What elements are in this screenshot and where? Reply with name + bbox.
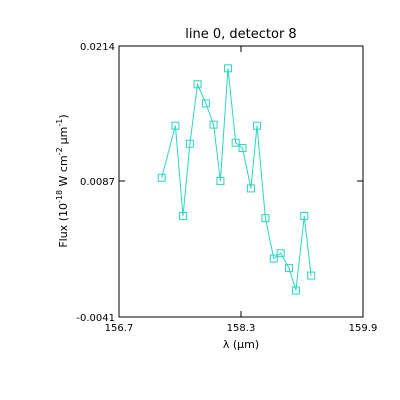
series-line — [161, 68, 312, 291]
data-point-marker — [291, 286, 300, 295]
data-point-marker — [179, 212, 188, 221]
chart-title: line 0, detector 8 — [185, 27, 296, 42]
data-point-marker — [261, 214, 270, 223]
data-point-marker — [307, 271, 316, 280]
x-axis-label: λ (μm) — [223, 338, 259, 351]
x-tick-label: 156.7 — [105, 323, 134, 334]
y-tick-label: 0.0214 — [80, 42, 115, 53]
y-tick-label: -0.0041 — [76, 313, 115, 324]
data-point-marker — [209, 120, 218, 129]
data-series — [157, 64, 316, 295]
y-axis-label-prefix: Flux (10 — [57, 203, 70, 248]
data-point-marker — [269, 254, 278, 263]
y-axis-label: Flux (10-18 W cm-2 μm-1) — [55, 114, 70, 247]
data-point-marker — [201, 99, 210, 108]
data-point-marker — [300, 212, 309, 221]
data-point-marker — [171, 121, 180, 130]
x-tick-label: 158.3 — [227, 323, 256, 334]
plot-frame — [118, 45, 364, 318]
y-axis-label-exp2: -2 — [55, 147, 64, 155]
data-point-marker — [193, 80, 202, 89]
data-point-marker — [285, 264, 294, 273]
y-axis-label-suffix: ) — [57, 114, 70, 118]
x-tick-label: 159.9 — [349, 323, 378, 334]
data-point-marker — [276, 249, 285, 258]
y-axis-label-mid: W cm — [57, 155, 70, 190]
y-axis-label-exp3: -1 — [55, 119, 64, 127]
data-point-marker — [216, 176, 225, 185]
y-tick-label: 0.0087 — [80, 177, 115, 188]
y-axis-ticks: -0.0041 0.0087 0.0214 — [76, 42, 363, 324]
data-point-marker — [253, 121, 262, 130]
y-axis-label-exp1: -18 — [55, 190, 64, 203]
data-point-marker — [157, 173, 166, 182]
data-point-marker — [185, 139, 194, 148]
data-point-marker — [238, 144, 247, 153]
data-point-marker — [231, 138, 240, 147]
data-point-marker — [246, 184, 255, 193]
x-axis-ticks: 156.7 158.3 159.9 — [105, 46, 378, 334]
y-axis-label-mu: μm — [57, 127, 70, 145]
data-point-marker — [224, 64, 233, 73]
